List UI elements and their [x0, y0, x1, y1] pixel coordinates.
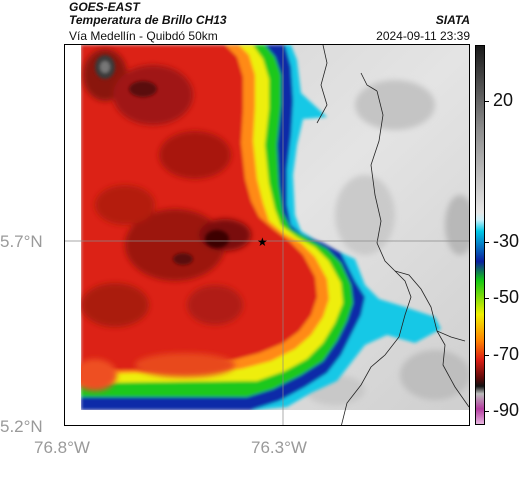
red-region	[81, 45, 317, 371]
colorbar-tick-label: -70	[493, 343, 520, 364]
product-title: Temperatura de Brillo CH13	[69, 13, 227, 27]
colorbar-tick-label: -30	[493, 231, 520, 252]
satellite-title: GOES-EAST	[69, 0, 140, 14]
lon-label-76.8: 76.8°W	[34, 438, 90, 457]
org-label: SIATA	[435, 13, 470, 27]
admin-borders	[316, 45, 469, 425]
region-label: Vía Medellín - Quibdó 50km	[69, 29, 218, 43]
gray-texture	[305, 80, 469, 405]
no-data-left	[65, 45, 81, 425]
no-data-bottom	[65, 410, 469, 425]
star-marker: ★	[257, 235, 268, 249]
colorbar-tick	[485, 410, 489, 412]
datetime-label: 2024-09-11 23:39	[376, 29, 470, 43]
colorbar-tick	[485, 354, 489, 356]
map-canvas: ★	[65, 45, 469, 425]
colorbar-tick	[485, 101, 489, 103]
satellite-map[interactable]: ★	[64, 44, 470, 426]
colorbar-tick	[485, 242, 489, 244]
colorbar-tick	[485, 298, 489, 300]
colorbar-tick-label: -90	[493, 399, 520, 420]
lat-label-5.7: 5.7°N	[0, 232, 43, 251]
lon-label-76.3: 76.3°W	[251, 438, 307, 457]
colorbar-tick-label: 20	[493, 90, 514, 111]
lat-label-5.2: 5.2°N	[0, 417, 43, 436]
colorbar-tick-label: -50	[493, 287, 520, 308]
coldest-spots	[95, 55, 229, 265]
colorbar	[475, 45, 485, 425]
